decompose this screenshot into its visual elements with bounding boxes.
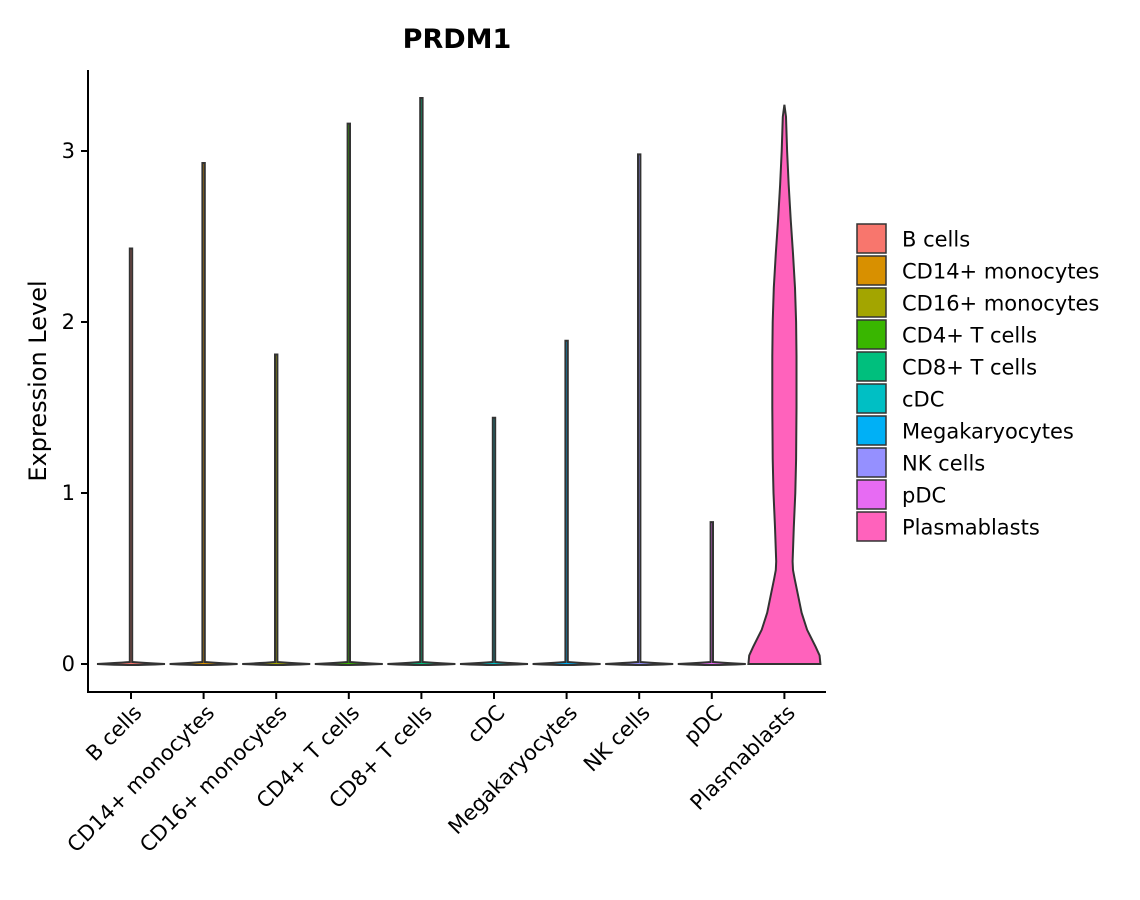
legend-key [856,351,887,382]
legend: B cells CD14+ monocytes CD16+ monocytes CD4… [856,223,1099,542]
legend-label: CD4+ T cells [902,324,1037,348]
legend-label: cDC [902,388,944,412]
y-axis-ticks: 0 1 2 3 [62,139,88,676]
legend-label: CD14+ monocytes [902,260,1099,284]
violin-megakaryocytes [532,339,601,667]
violin-cdc [459,416,529,667]
legend-key [856,255,887,286]
legend-key [856,223,887,254]
legend-label: CD8+ T cells [902,356,1037,380]
y-tick-label: 3 [62,139,75,163]
legend-key [856,383,887,414]
legend-label: NK cells [902,452,985,476]
legend-label: CD16+ monocytes [902,292,1099,316]
y-tick-label: 0 [62,652,75,676]
violin-plasmablasts [747,104,822,665]
y-axis-title: Expression Level [24,280,52,481]
legend-key [856,319,887,350]
x-tick-label: Megakaryocytes [444,701,583,840]
legend-label: B cells [902,228,970,252]
violin-cd4plus-t-cells [314,122,383,667]
plot-area [96,96,822,667]
legend-key [856,447,887,478]
violin-cd14plus-monocytes [169,161,238,667]
legend-label: pDC [902,484,946,508]
chart-title: PRDM1 [403,24,512,55]
legend-label: Plasmablasts [902,516,1040,540]
y-tick-label: 1 [62,481,75,505]
violin-cd16plus-monocytes [242,353,311,667]
x-tick-label: B cells [81,701,146,766]
x-tick-label: cDC [463,701,510,748]
violin-cd8plus-t-cells [387,96,456,667]
legend-key [856,479,887,510]
violin-pdc [677,521,746,667]
violin-b-cells [96,247,166,667]
legend-key [856,415,887,446]
x-tick-label: NK cells [579,701,655,777]
legend-key [856,511,887,542]
legend-key [856,287,887,318]
violin-nk-cells [605,153,674,667]
y-tick-label: 2 [62,310,75,334]
legend-label: Megakaryocytes [902,420,1074,444]
x-tick-label: pDC [679,701,727,749]
